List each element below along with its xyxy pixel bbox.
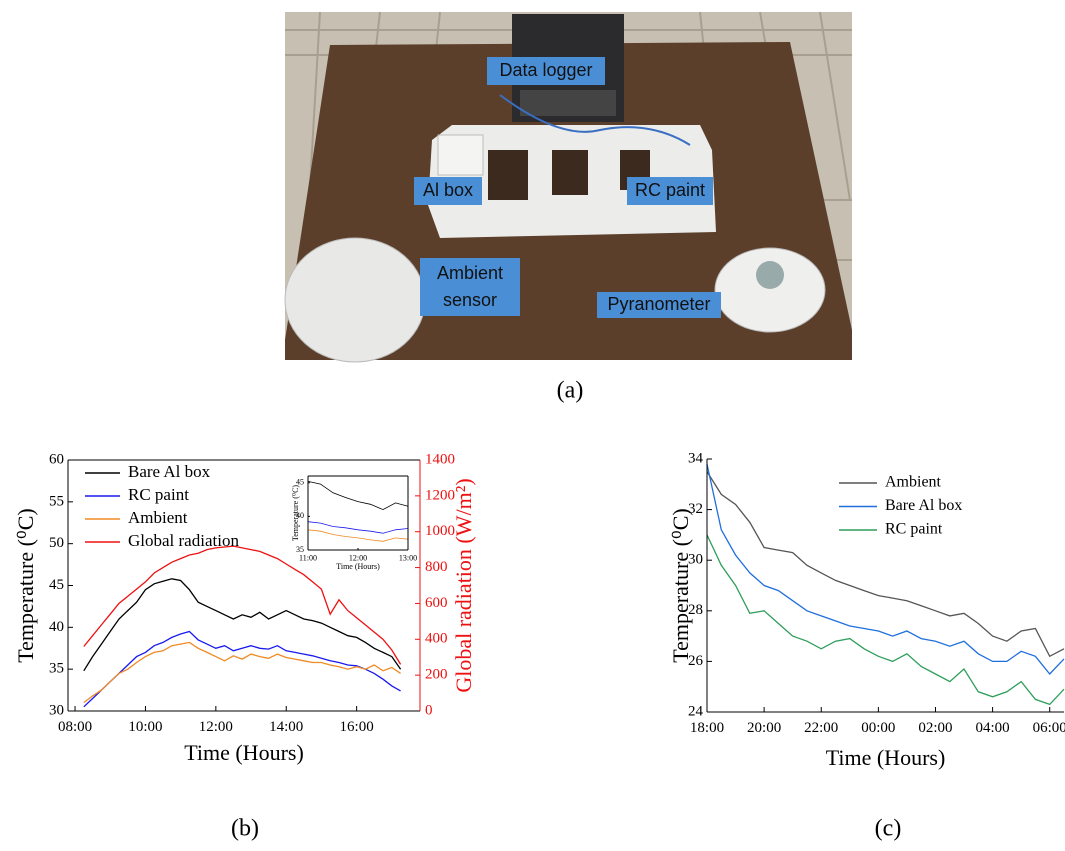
y-tick-label: 24: [688, 703, 704, 719]
x-tick-label: 22:00: [804, 720, 838, 736]
x-tick-label: 04:00: [976, 720, 1010, 736]
legend-label: Global radiation: [128, 531, 239, 550]
y-tick-label: 34: [688, 450, 704, 466]
legend-label: RC paint: [885, 521, 943, 538]
pyranometer-dome: [756, 261, 784, 289]
y2-axis-label: Global radiation (W/m²): [451, 478, 476, 692]
series-line: [707, 464, 1064, 674]
x-tick-label: 00:00: [861, 720, 895, 736]
x-tick-label: 08:00: [58, 719, 92, 735]
x-tick-label: 16:00: [340, 719, 374, 735]
series-line: [707, 535, 1064, 705]
legend-label: Ambient: [885, 474, 942, 491]
x-tick-label: 06:00: [1033, 720, 1065, 736]
x-tick-label: 14:00: [269, 719, 303, 735]
al-box: [438, 135, 483, 175]
photo-label: sensor: [443, 290, 497, 310]
y2-tick-label: 800: [425, 559, 448, 575]
caption: (b): [231, 816, 259, 842]
foam-hole: [552, 150, 588, 195]
x-tick-label: 12:00: [199, 719, 233, 735]
photo-label: Data logger: [499, 60, 592, 80]
y-tick-label: 35: [49, 661, 64, 677]
x-tick-label: 13:00: [399, 554, 417, 563]
photo-label: Pyranometer: [607, 294, 710, 314]
y-tick-label: 35: [296, 545, 304, 554]
photo: Data logger Al box RC paint Ambient sens…: [285, 12, 852, 362]
legend-label: Bare Al box: [128, 462, 211, 481]
y-tick-label: 55: [49, 493, 64, 509]
y2-tick-label: 1400: [425, 451, 455, 467]
series-line: [84, 642, 401, 702]
y-tick-label: 40: [49, 619, 64, 635]
x-axis-label: Time (Hours): [336, 562, 380, 571]
x-axis-label: Time (Hours): [184, 740, 304, 765]
x-tick-label: 20:00: [747, 720, 781, 736]
x-axis-label: Time (Hours): [826, 745, 946, 770]
y2-tick-label: 0: [425, 702, 433, 718]
y-tick-label: 45: [49, 577, 64, 593]
ambient-sensor: [285, 238, 425, 362]
x-tick-label: 02:00: [918, 720, 952, 736]
y-tick-label: 60: [49, 451, 64, 467]
y-tick-label: 30: [49, 702, 64, 718]
caption: (a): [557, 378, 584, 404]
legend-label: Bare Al box: [885, 497, 962, 514]
logger-panel: [520, 90, 616, 116]
y2-tick-label: 600: [425, 595, 448, 611]
x-tick-label: 10:00: [128, 719, 162, 735]
y-axis-label: Temperature (⁰C): [668, 508, 693, 662]
foam-hole: [488, 150, 528, 200]
photo-label: Al box: [423, 180, 473, 200]
y2-tick-label: 200: [425, 667, 448, 683]
x-tick-label: 11:00: [299, 554, 317, 563]
legend-label: RC paint: [128, 485, 189, 504]
photo-label: RC paint: [635, 180, 705, 200]
x-tick-label: 18:00: [690, 720, 724, 736]
photo-label: Ambient: [437, 263, 503, 283]
series-line: [84, 632, 401, 707]
y-tick-label: 50: [49, 535, 64, 551]
y-axis-label: Temperature (⁰C): [291, 485, 300, 542]
y-axis-label: Temperature (⁰C): [13, 508, 38, 662]
legend-label: Ambient: [128, 508, 188, 527]
pyranometer: [715, 248, 825, 332]
y2-tick-label: 400: [425, 631, 448, 647]
figure: Data logger Al box RC paint Ambient sens…: [0, 0, 1065, 851]
caption: (c): [875, 816, 902, 842]
